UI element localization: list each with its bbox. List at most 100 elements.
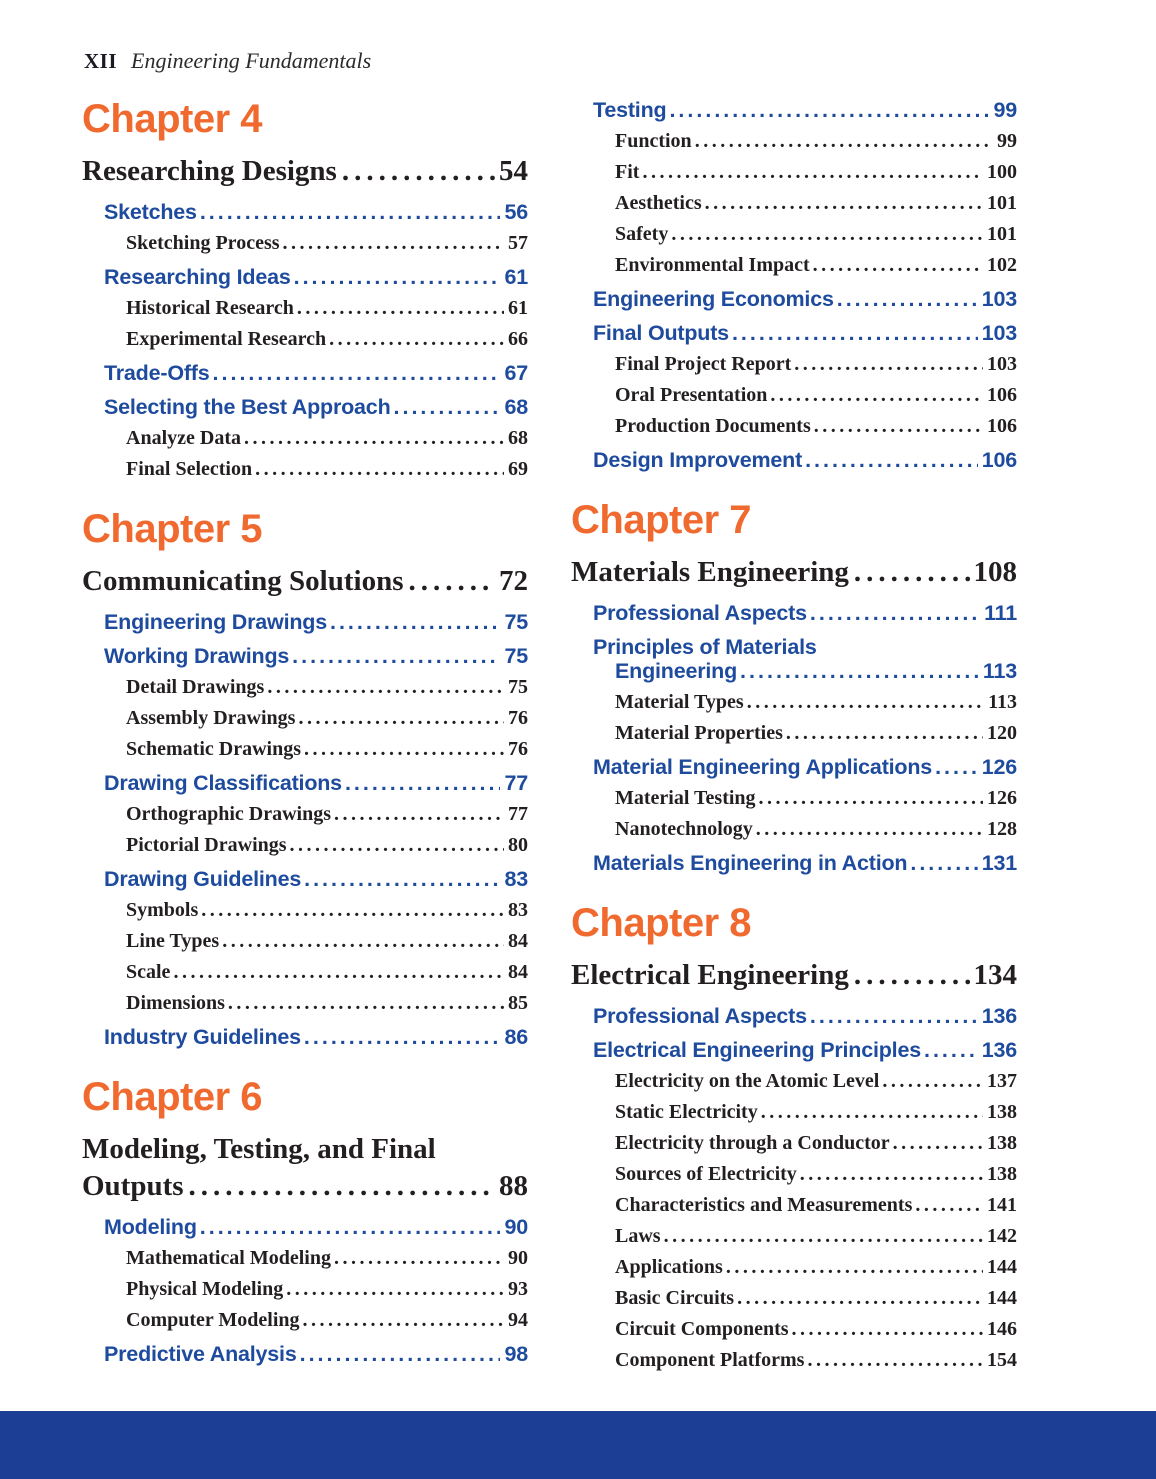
toc-entry-sub: Sources of Electricity 138	[571, 1163, 1017, 1186]
toc-entry-section: Material Engineering Applications 126	[571, 755, 1017, 779]
dot-leader	[791, 353, 983, 376]
toc-entry-section: Researching Ideas 61	[82, 265, 528, 289]
toc-entry-title: Researching Designs 54	[82, 153, 528, 190]
chapter-heading: Chapter 6	[82, 1075, 263, 1119]
toc-entry-row: Aesthetics 101	[615, 192, 1017, 215]
toc-entry-sub: Final Project Report 103	[571, 353, 1017, 376]
entry-label: Drawing Classifications	[104, 771, 342, 795]
chapter-heading: Chapter 8	[571, 901, 752, 945]
dot-leader	[668, 223, 983, 246]
entry-label: Production Documents	[615, 415, 811, 437]
toc-entry-section: Modeling 90	[82, 1215, 528, 1239]
toc-entry-section: Drawing Classifications 77	[82, 771, 528, 795]
entry-label: Analyze Data	[126, 427, 241, 449]
toc-entry-title: Modeling, Testing, and Final Outputs 88	[82, 1131, 528, 1205]
toc-entry-row: Electricity on the Atomic Level 137	[615, 1070, 1017, 1093]
dot-leader	[297, 1342, 501, 1366]
entry-label: Sketches	[104, 200, 197, 224]
dot-leader	[225, 992, 504, 1015]
toc-entry-row: Experimental Research 66	[126, 328, 528, 351]
entry-label: Pictorial Drawings	[126, 834, 287, 856]
entry-label: Electricity on the Atomic Level	[615, 1070, 880, 1092]
entry-label: Industry Guidelines	[104, 1025, 301, 1049]
entry-label: Scale	[126, 961, 171, 983]
page-number: 106	[981, 448, 1017, 472]
toc-entry-sub: Detail Drawings 75	[82, 676, 528, 699]
toc-entry-sub: Mathematical Modeling 90	[82, 1247, 528, 1270]
toc-entry-row: Static Electricity 138	[615, 1101, 1017, 1124]
toc-entry-sub: Oral Presentation 106	[571, 384, 1017, 407]
toc-column: Chapter 4 Researching Designs 54 Sketches 56…	[82, 98, 528, 1372]
page-number: 98	[504, 1342, 528, 1366]
toc-entry-sub: Sketching Process 57	[82, 232, 528, 255]
dot-leader	[729, 321, 978, 345]
page-number: 138	[987, 1101, 1017, 1123]
toc-entry-sub: Analyze Data 68	[82, 427, 528, 450]
dot-leader	[849, 554, 970, 591]
entry-label: Professional Aspects	[593, 1004, 807, 1028]
page-number: 76	[508, 707, 528, 729]
dot-leader	[403, 563, 495, 600]
toc-entry-section: Professional Aspects 136	[571, 1004, 1017, 1028]
toc-entry-section: Professional Aspects 111	[571, 601, 1017, 625]
toc-entry-sub: Electricity through a Conductor 138	[571, 1132, 1017, 1155]
entry-label: Circuit Components	[615, 1318, 789, 1340]
entry-label: Outputs	[82, 1170, 184, 1202]
dot-leader	[294, 297, 504, 320]
toc-entry-row: Component Platforms 154	[615, 1349, 1017, 1372]
toc-entry-row: Symbols 83	[126, 899, 528, 922]
toc-entry-sub: Static Electricity 138	[571, 1101, 1017, 1124]
toc-entry-section: Working Drawings 75	[82, 644, 528, 668]
toc-entry-sub: Function 99	[571, 130, 1017, 153]
dot-leader	[912, 1194, 983, 1217]
page-number: 108	[973, 556, 1018, 588]
dot-leader	[337, 153, 495, 190]
toc-entry-row: Sketches 56	[104, 200, 528, 224]
page-number: 126	[987, 787, 1017, 809]
page-number: 61	[504, 265, 528, 289]
dot-leader	[734, 1287, 983, 1310]
page-number: 75	[504, 610, 528, 634]
entry-label: Final Project Report	[615, 353, 792, 375]
dot-leader	[744, 691, 984, 714]
page-number: 144	[987, 1287, 1017, 1309]
entry-label: Oral Presentation	[615, 384, 768, 406]
toc-entry-row: Drawing Guidelines 83	[104, 867, 528, 891]
toc-entry-row: Circuit Components 146	[615, 1318, 1017, 1341]
toc-entry-row: Materials Engineering in Action 131	[593, 851, 1017, 875]
entry-label: Sources of Electricity	[615, 1163, 797, 1185]
dot-leader	[241, 427, 504, 450]
toc-entry-sub: Circuit Components 146	[571, 1318, 1017, 1341]
toc-entry-row: Materials Engineering 108	[571, 554, 1017, 591]
page-number: 111	[984, 601, 1017, 625]
toc-entry-sub: Symbols 83	[82, 899, 528, 922]
dot-leader	[921, 1038, 978, 1062]
toc-entry-row: Communicating Solutions 72	[82, 563, 528, 600]
toc-entry-row: Material Types 113	[615, 691, 1017, 714]
page-number: 61	[508, 297, 528, 319]
dot-leader	[327, 610, 501, 634]
toc-entry-row: Basic Circuits 144	[615, 1287, 1017, 1310]
page-number: 56	[504, 200, 528, 224]
toc-entry-sub: Line Types 84	[82, 930, 528, 953]
toc-entry-row: Schematic Drawings 76	[126, 738, 528, 761]
toc-entry-sub: Experimental Research 66	[82, 328, 528, 351]
dot-leader	[692, 130, 993, 153]
entry-label: Fit	[615, 161, 640, 183]
toc-entry-row: Predictive Analysis 98	[104, 1342, 528, 1366]
dot-leader	[890, 1132, 983, 1155]
entry-label: Selecting the Best Approach	[104, 395, 391, 419]
toc-entry-row: Material Engineering Applications 126	[593, 755, 1017, 779]
page-number: 75	[508, 676, 528, 698]
dot-leader	[289, 644, 500, 668]
toc-entry-row: Physical Modeling 93	[126, 1278, 528, 1301]
page-number: 68	[508, 427, 528, 449]
toc-entry-section: Design Improvement 106	[571, 448, 1017, 472]
entry-label: Characteristics and Measurements	[615, 1194, 913, 1216]
entry-label: Material Engineering Applications	[593, 755, 933, 779]
toc-entry-sub: Historical Research 61	[82, 297, 528, 320]
dot-leader	[783, 722, 983, 745]
entry-label: Assembly Drawings	[126, 707, 296, 729]
toc-entry-sub: Dimensions 85	[82, 992, 528, 1015]
